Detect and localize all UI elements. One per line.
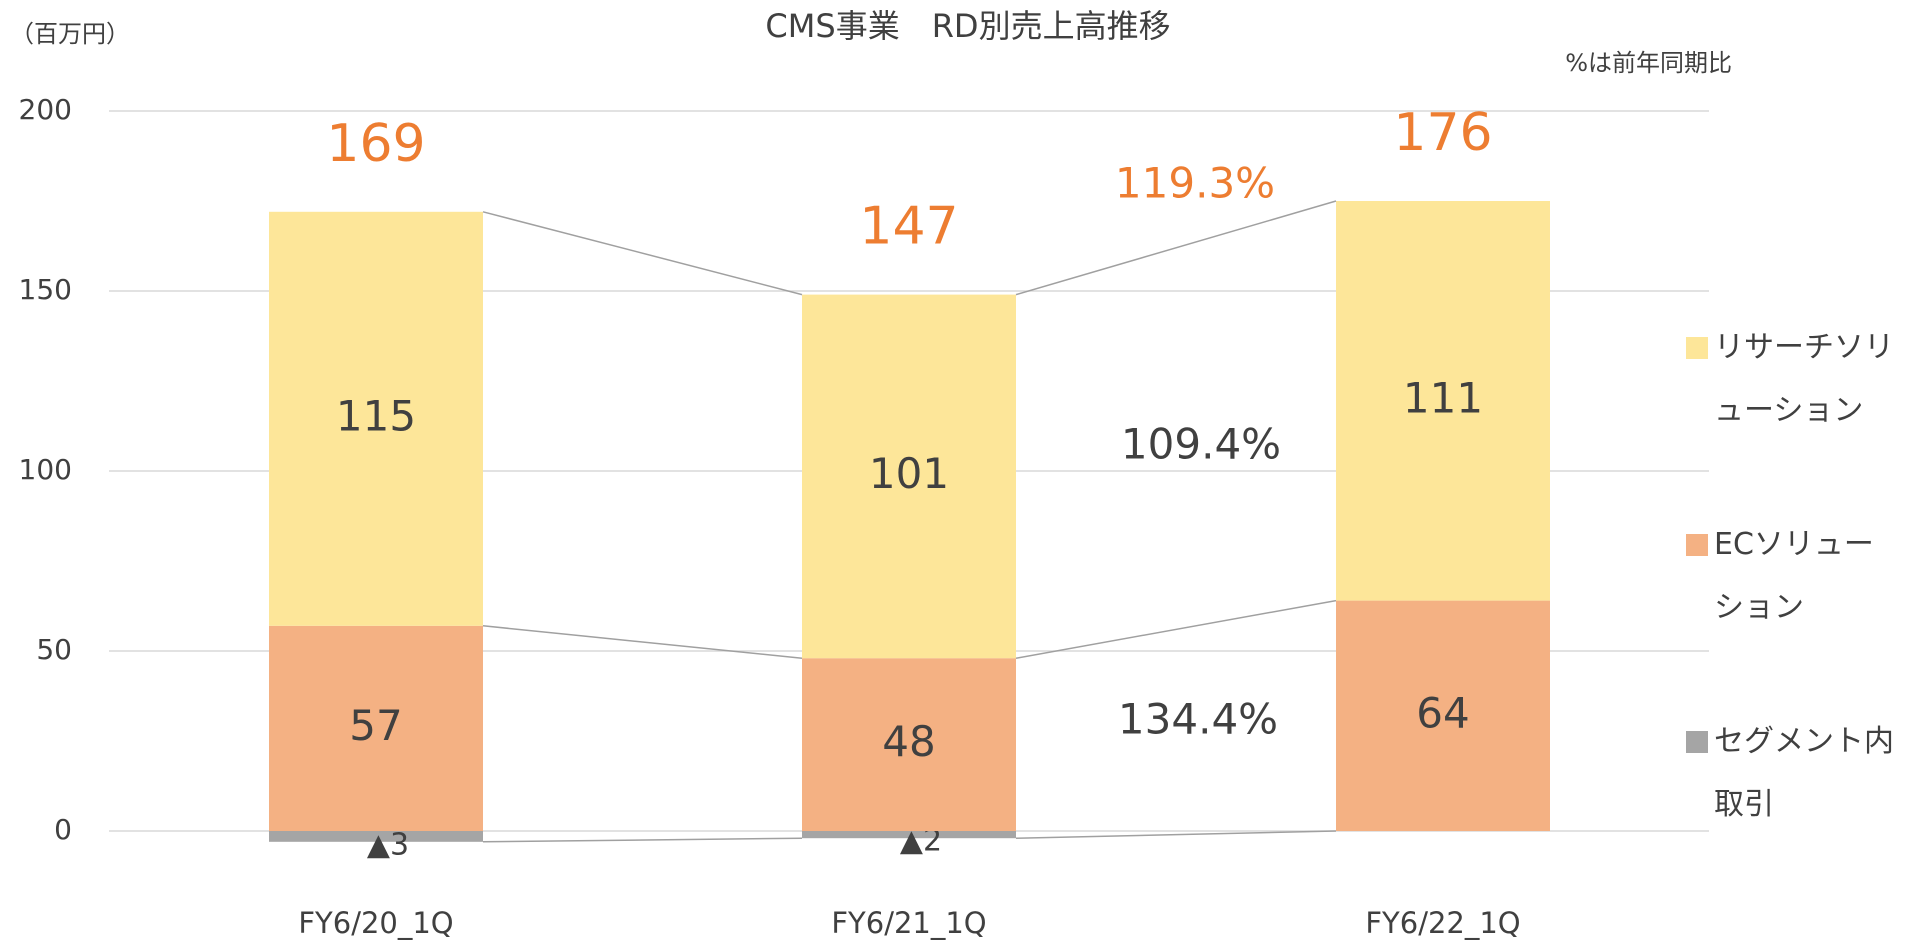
legend-item: ECソリューション	[1686, 513, 1901, 710]
y-axis-label: （百万円）	[10, 20, 130, 48]
y-tick-label: 150	[19, 273, 72, 306]
y-tick-label: 0	[54, 813, 72, 846]
bar-segment	[1336, 201, 1550, 601]
data-label: 57	[349, 701, 402, 750]
bar-segment	[269, 211, 483, 626]
legend-swatch	[1686, 534, 1708, 556]
growth-annotation: 109.4%	[1121, 420, 1281, 469]
connector-line	[482, 211, 803, 296]
legend-item: セグメント内取引	[1686, 710, 1901, 907]
connector-line	[1015, 599, 1337, 659]
legend-label: リサーチソリューション	[1714, 330, 1894, 428]
data-label: 111	[1403, 373, 1483, 422]
y-tick-label: 200	[19, 93, 72, 126]
connector-line	[1015, 830, 1337, 839]
connector-line	[482, 625, 803, 659]
legend-label: ECソリューション	[1714, 527, 1874, 625]
y-tick-label: 50	[36, 633, 72, 666]
data-label: 64	[1416, 688, 1469, 737]
note: %は前年同期比	[1565, 49, 1732, 77]
x-tick-label: FY6/21_1Q	[831, 906, 986, 940]
bar-segment	[802, 294, 1016, 659]
chart-title: CMS事業 RD別売上高推移	[765, 7, 1170, 45]
data-label: 48	[882, 717, 935, 766]
connector-line	[1015, 200, 1337, 296]
data-label: 115	[336, 391, 416, 440]
total-label: 169	[326, 114, 425, 174]
connector-line	[482, 837, 803, 843]
y-tick-label: 100	[19, 453, 72, 486]
total-label: 176	[1393, 103, 1492, 163]
data-label: ▲3	[367, 827, 409, 862]
total-label: 147	[859, 197, 958, 257]
x-tick-label: FY6/20_1Q	[298, 906, 453, 940]
growth-annotation: 134.4%	[1118, 695, 1278, 744]
bar-segment	[1336, 600, 1550, 831]
legend-item: リサーチソリューション	[1686, 316, 1901, 513]
legend: リサーチソリューション ECソリューション セグメント内取引	[1686, 316, 1901, 907]
legend-swatch	[1686, 337, 1708, 359]
growth-annotation: 119.3%	[1115, 159, 1275, 208]
legend-label: セグメント内取引	[1714, 724, 1894, 822]
legend-swatch	[1686, 731, 1708, 753]
bar-segment	[802, 831, 1016, 839]
x-tick-label: FY6/22_1Q	[1365, 906, 1520, 940]
bar-segment	[802, 658, 1016, 831]
data-label: 101	[869, 449, 949, 498]
bar-segment	[269, 831, 483, 842]
bar-segment	[269, 625, 483, 831]
